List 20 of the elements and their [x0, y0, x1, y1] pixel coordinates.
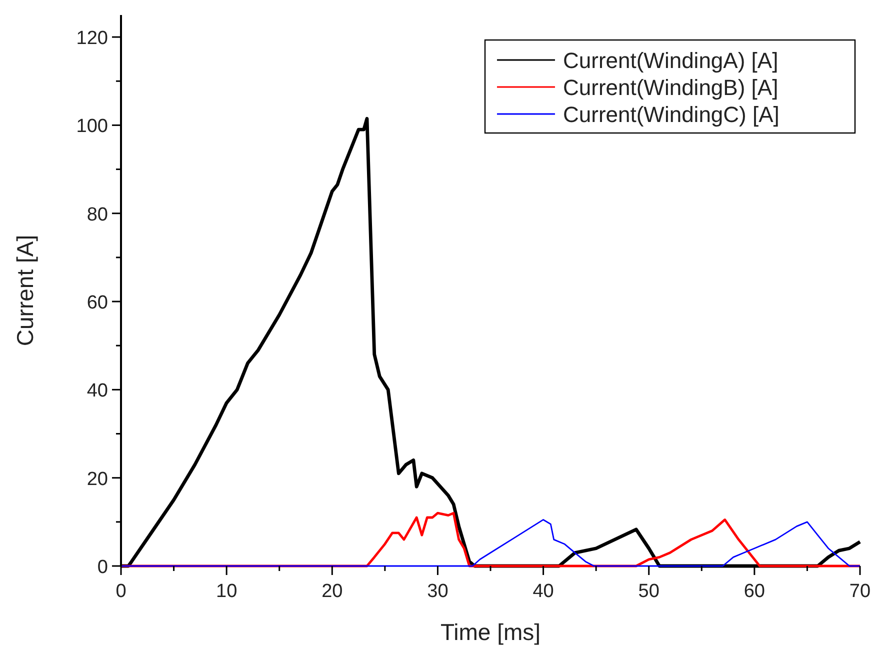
y-tick-label: 80: [86, 204, 108, 226]
x-tick-label: 40: [532, 581, 554, 602]
legend-label: Current(WindingA) [A]: [563, 48, 778, 73]
x-axis-title: Time [ms]: [440, 619, 541, 645]
y-tick-label: 60: [86, 292, 108, 314]
y-axis-title: Current [A]: [12, 234, 38, 346]
x-tick-label: 20: [322, 581, 343, 602]
legend-label: Current(WindingB) [A]: [563, 75, 778, 100]
x-tick-label: 0: [116, 581, 126, 602]
x-tick-label: 70: [849, 581, 871, 602]
y-tick-label: 120: [76, 28, 108, 50]
y-tick-label: 100: [76, 116, 108, 138]
x-tick-label: 10: [216, 581, 238, 602]
y-tick-label: 20: [86, 468, 108, 490]
x-tick-label: 50: [638, 581, 660, 602]
x-tick-label: 30: [427, 581, 448, 602]
y-tick-label: 40: [86, 380, 108, 402]
y-tick-label: 0: [97, 557, 108, 578]
x-tick-label: 60: [744, 581, 765, 602]
legend-label: Current(WindingC) [A]: [563, 102, 780, 127]
